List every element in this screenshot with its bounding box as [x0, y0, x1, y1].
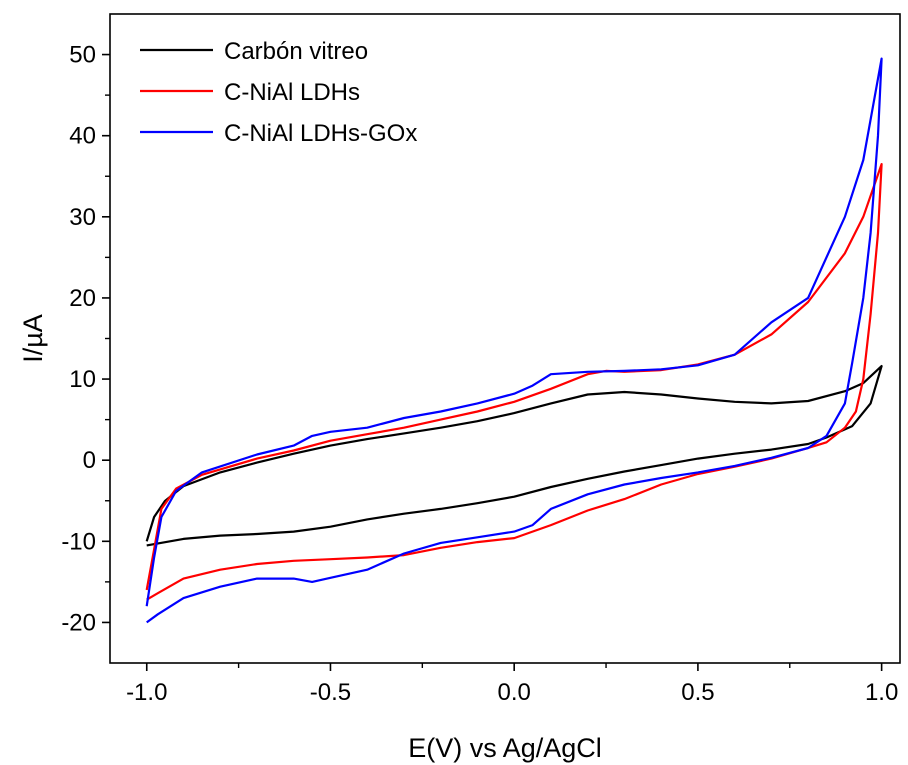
x-tick-label: -0.5	[310, 679, 351, 706]
plot-series-group	[145, 57, 883, 624]
x-axis: -1.0 -0.5 0.0 0.5 1.0	[126, 663, 898, 706]
y-tick-label: 20	[69, 285, 96, 312]
y-tick-label: 30	[69, 204, 96, 231]
y-tick-label: 10	[69, 366, 96, 393]
y-axis-title: I/µA	[18, 314, 48, 363]
y-tick-label: 0	[83, 447, 96, 474]
y-tick-label: 50	[69, 42, 96, 69]
x-tick-label: 1.0	[865, 679, 898, 706]
series-line-3	[145, 57, 883, 624]
y-tick-label: 40	[69, 123, 96, 150]
series-line-2	[145, 163, 883, 601]
series-line-1	[145, 365, 883, 547]
legend-label-2: C-NiAl LDHs	[224, 79, 360, 106]
x-tick-label: 0.0	[497, 679, 530, 706]
x-axis-title: E(V) vs Ag/AgCl	[408, 733, 602, 763]
legend: Carbón vitreo C-NiAl LDHs C-NiAl LDHs-GOx	[140, 38, 417, 147]
x-tick-label: 0.5	[681, 679, 714, 706]
y-tick-label: -20	[61, 609, 96, 636]
y-tick-label: -10	[61, 528, 96, 555]
legend-label-3: C-NiAl LDHs-GOx	[224, 120, 417, 147]
y-axis: -20 -10 0 10 20 30 40 50	[61, 42, 110, 636]
legend-label-1: Carbón vitreo	[224, 38, 368, 65]
x-tick-label: -1.0	[126, 679, 167, 706]
